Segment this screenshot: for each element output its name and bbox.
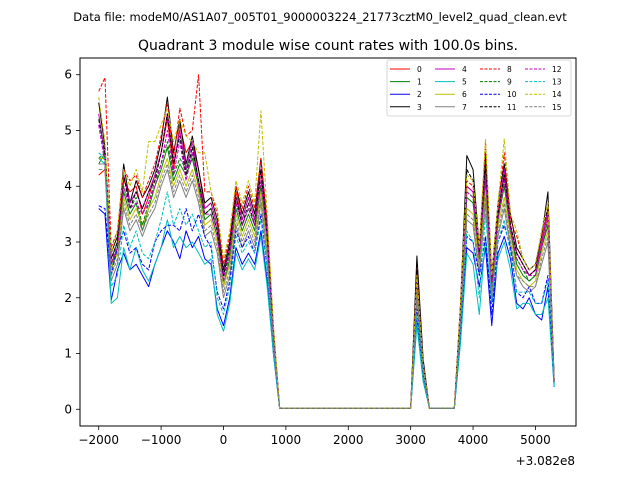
legend-label-9: 9 [507, 78, 512, 87]
x-tick-label: 4000 [458, 433, 489, 447]
y-tick-label: 6 [64, 68, 72, 82]
chart-suptitle: Data file: modeM0/AS1A07_005T01_90000032… [73, 10, 567, 24]
legend-label-6: 6 [462, 90, 467, 99]
series-line-1 [98, 146, 555, 409]
legend-label-11: 11 [507, 103, 517, 112]
legend-label-7: 7 [462, 103, 467, 112]
legend-label-1: 1 [417, 78, 422, 87]
series-line-15 [98, 163, 555, 409]
series-line-7 [98, 163, 555, 409]
legend-label-15: 15 [552, 103, 562, 112]
series-line-14 [98, 96, 555, 409]
series-line-12 [98, 124, 555, 409]
legend-label-13: 13 [552, 78, 562, 87]
legend-label-3: 3 [417, 103, 422, 112]
legend-label-0: 0 [417, 65, 422, 74]
series-line-13 [98, 152, 555, 409]
legend-label-10: 10 [507, 90, 517, 99]
x-offset-label: +3.082e8 [516, 454, 575, 468]
y-tick-label: 5 [64, 123, 72, 137]
series-line-8 [98, 74, 555, 409]
legend-label-14: 14 [552, 90, 562, 99]
legend-label-8: 8 [507, 65, 512, 74]
series-line-5 [98, 157, 555, 409]
chart-title: Quadrant 3 module wise count rates with … [138, 38, 518, 54]
x-tick-label: 3000 [395, 433, 426, 447]
y-tick-label: 1 [64, 347, 72, 361]
y-axis: 0 1 2 3 4 5 6 [64, 68, 80, 416]
x-axis: −2000 −1000 0 1000 2000 3000 4000 5000 [78, 426, 551, 447]
legend-label-5: 5 [462, 78, 467, 87]
series-line-6 [98, 157, 555, 409]
x-tick-label: 1000 [271, 433, 302, 447]
legend-label-2: 2 [417, 90, 422, 99]
y-tick-label: 3 [64, 235, 72, 249]
plot-lines [98, 74, 555, 409]
series-line-2 [98, 208, 555, 409]
x-tick-label: 5000 [520, 433, 551, 447]
y-tick-label: 2 [64, 291, 72, 305]
series-line-4 [98, 113, 555, 409]
x-tick-label: −2000 [78, 433, 119, 447]
x-tick-label: 2000 [333, 433, 364, 447]
series-line-3 [98, 96, 555, 409]
y-tick-label: 4 [64, 179, 72, 193]
y-tick-label: 0 [64, 402, 72, 416]
legend-label-12: 12 [552, 65, 562, 74]
x-tick-label: −1000 [141, 433, 182, 447]
legend-label-4: 4 [462, 65, 467, 74]
legend-box [386, 59, 572, 117]
x-tick-label: 0 [220, 433, 228, 447]
